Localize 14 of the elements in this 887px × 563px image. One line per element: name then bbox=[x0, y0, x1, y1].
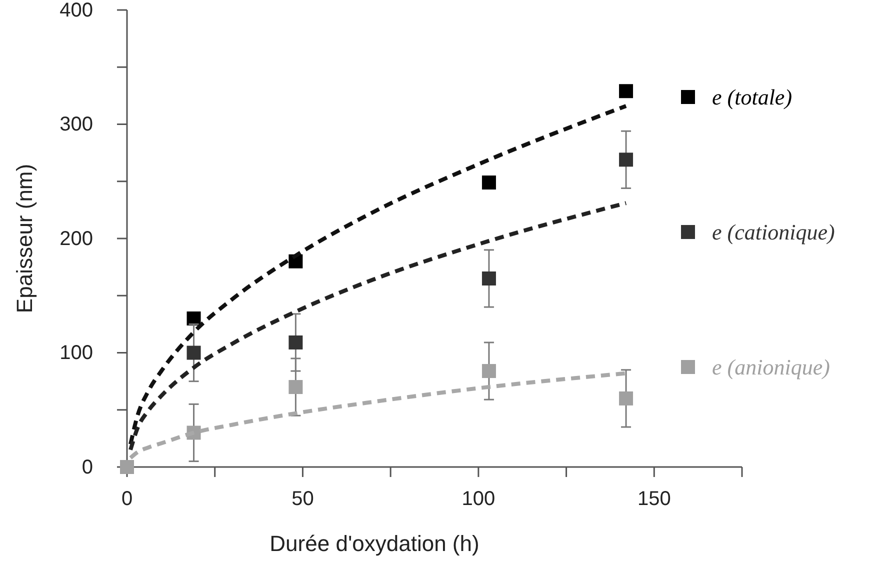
y-tick-label: 400 bbox=[60, 0, 93, 22]
y-tick-label: 300 bbox=[60, 114, 93, 136]
y-axis-title: Epaisseur (nm) bbox=[12, 164, 37, 314]
x-tick-label: 0 bbox=[121, 488, 133, 510]
legend-label: e (anionique) bbox=[712, 354, 830, 380]
x-tick-label: 50 bbox=[292, 488, 314, 510]
x-axis-title: Durée d'oxydation (h) bbox=[270, 531, 480, 556]
y-tick-label: 200 bbox=[60, 228, 93, 250]
y-tick-label: 100 bbox=[60, 342, 93, 364]
legend-label: e (totale) bbox=[712, 84, 792, 110]
y-tick-label: 0 bbox=[82, 456, 93, 478]
x-tick-label: 150 bbox=[637, 488, 671, 510]
legend-label: e (cationique) bbox=[712, 220, 835, 245]
x-tick-label: 100 bbox=[462, 488, 496, 510]
